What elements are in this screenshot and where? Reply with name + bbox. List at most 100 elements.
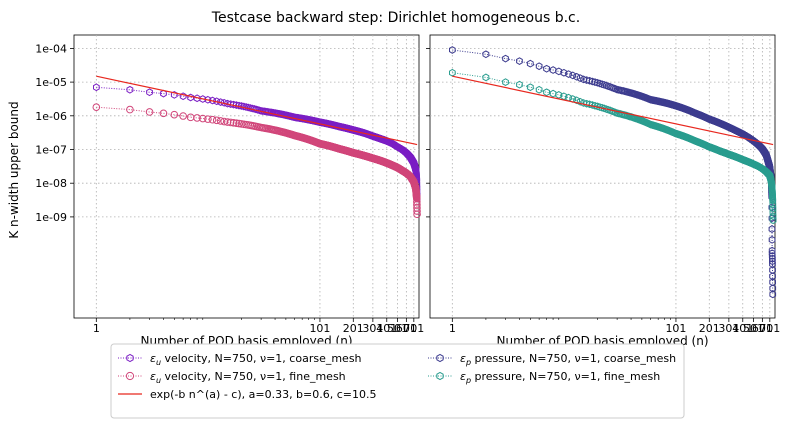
x-tick-label: 401 xyxy=(732,322,753,335)
legend-entry: εp pressure, N=750, ν=1, fine_mesh xyxy=(428,370,660,385)
data-point xyxy=(769,257,776,266)
data-point xyxy=(235,119,243,128)
data-point xyxy=(768,249,776,258)
data-point xyxy=(769,196,777,205)
series-0-2 xyxy=(96,75,418,146)
legend-marker xyxy=(436,371,444,381)
data-point xyxy=(516,80,523,89)
data-point xyxy=(560,68,568,77)
data-point xyxy=(526,59,534,68)
data-point xyxy=(449,68,456,77)
y-tick-label: 1e-08 xyxy=(35,177,67,190)
x-tick-label: 401 xyxy=(376,322,397,335)
data-point xyxy=(413,170,420,179)
x-tick-label: 201 xyxy=(699,322,720,335)
data-point xyxy=(126,105,134,114)
data-point xyxy=(413,207,421,215)
x-tick-label: 201 xyxy=(343,322,364,335)
legend-marker xyxy=(125,371,135,381)
y-axis-label: K n-width upper bound xyxy=(7,101,21,238)
data-point xyxy=(591,101,599,110)
y-tick-label: 1e-05 xyxy=(35,76,67,89)
data-point xyxy=(769,208,777,217)
data-point xyxy=(589,101,596,109)
data-point xyxy=(596,103,604,111)
data-point xyxy=(93,83,100,92)
data-point xyxy=(179,112,187,120)
data-point xyxy=(580,75,587,84)
data-point xyxy=(226,118,235,127)
data-point xyxy=(208,115,217,124)
data-point xyxy=(769,204,777,213)
y-tick-label: 1e-06 xyxy=(35,110,67,123)
data-point xyxy=(543,64,550,73)
legend: εu velocity, N=750, ν=1, coarse_mesh εu v… xyxy=(110,343,685,419)
plot-area xyxy=(429,34,776,319)
data-point xyxy=(769,212,777,221)
data-point xyxy=(224,99,231,108)
data-point xyxy=(502,54,509,63)
data-point xyxy=(589,77,596,86)
data-point xyxy=(212,116,221,125)
legend-marker xyxy=(436,353,444,363)
data-point xyxy=(482,50,490,59)
legend-label: εu velocity, N=750, ν=1, fine_mesh xyxy=(150,370,346,385)
data-point xyxy=(583,76,590,84)
legend-label: εp pressure, N=750, ν=1, fine_mesh xyxy=(460,370,660,385)
data-point xyxy=(769,254,776,263)
legend-entry: εp pressure, N=750, ν=1, coarse_mesh xyxy=(428,352,676,367)
data-point xyxy=(594,102,601,111)
data-point xyxy=(580,99,587,107)
data-point xyxy=(126,85,134,94)
legend-label: εp pressure, N=750, ν=1, coarse_mesh xyxy=(460,352,676,367)
series-1-1 xyxy=(449,68,777,225)
data-point xyxy=(769,195,777,204)
data-point xyxy=(227,100,234,108)
x-tick-label: 101 xyxy=(309,322,330,335)
data-point xyxy=(159,109,168,118)
data-point xyxy=(535,62,543,71)
x-tick-label: 301 xyxy=(718,322,739,335)
data-point xyxy=(768,214,776,223)
x-tick-label: 1 xyxy=(93,322,100,335)
data-point xyxy=(229,119,238,127)
data-point xyxy=(594,78,601,87)
y-tick-label: 1e-07 xyxy=(35,144,67,157)
x-tick-label: 501 xyxy=(387,322,408,335)
x-tick-label: 701 xyxy=(759,322,780,335)
x-tick-label: 601 xyxy=(752,322,773,335)
data-point xyxy=(449,46,456,54)
y-tick-label: 1e-09 xyxy=(35,211,67,224)
data-point xyxy=(768,235,776,244)
data-point xyxy=(526,83,534,92)
data-point xyxy=(543,88,550,97)
data-point xyxy=(92,103,101,112)
fit-line xyxy=(452,75,774,146)
data-point xyxy=(549,89,557,98)
plot-area xyxy=(73,34,420,319)
legend-entry: εu velocity, N=750, ν=1, coarse_mesh xyxy=(118,352,362,367)
data-point xyxy=(198,114,207,123)
y-tick-label: 1e-04 xyxy=(35,42,67,55)
data-point xyxy=(146,88,153,97)
data-point xyxy=(220,98,228,107)
data-point xyxy=(204,115,212,123)
data-point xyxy=(549,66,557,74)
x-tick-label: 101 xyxy=(665,322,686,335)
data-point xyxy=(193,114,201,122)
data-point xyxy=(413,210,421,219)
data-point xyxy=(160,89,167,98)
data-point xyxy=(769,192,776,200)
data-point xyxy=(516,57,523,65)
data-point xyxy=(591,78,599,86)
data-point xyxy=(145,108,154,116)
data-point xyxy=(769,216,777,225)
legend-entry: εu velocity, N=750, ν=1, fine_mesh xyxy=(118,370,346,385)
panel-velocity: 1e-04 1e-05 1e-06 1e-07 1e-08 1e-09 1 101 201301… xyxy=(35,34,424,348)
data-point xyxy=(768,246,776,255)
x-tick-label: 501 xyxy=(743,322,764,335)
data-point xyxy=(768,225,776,233)
data-point xyxy=(482,73,490,82)
